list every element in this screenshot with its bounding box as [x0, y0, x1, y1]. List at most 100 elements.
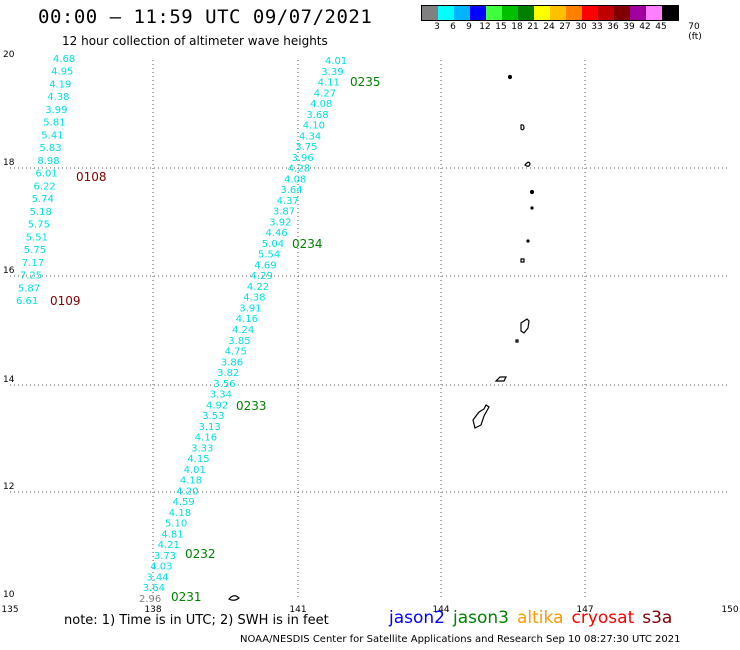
wave-height-label: 5.18 [30, 207, 52, 218]
legend-label: 33 [591, 22, 603, 32]
legend-label: 9 [466, 22, 472, 32]
legend-swatch [454, 6, 470, 20]
island [530, 206, 534, 210]
wave-height-label: 5.75 [28, 220, 50, 231]
legend-swatch [582, 6, 598, 20]
wave-height-label: 4.37 [277, 196, 299, 207]
legend-label: 30 [575, 22, 587, 32]
island [228, 595, 240, 601]
wave-height-label: 4.16 [236, 314, 258, 325]
wave-height-label: 3.39 [321, 67, 343, 78]
wave-height-label: 6.61 [16, 296, 38, 307]
island [526, 239, 530, 243]
lat-tick-label: 18 [3, 158, 15, 168]
legend-label: 6 [450, 22, 456, 32]
wave-height-label: 4.10 [303, 121, 325, 132]
legend-swatch [438, 6, 454, 20]
island [520, 124, 525, 131]
wave-height-label: 4.38 [243, 293, 265, 304]
legend-swatch [518, 6, 534, 20]
legend-label: 27 [559, 22, 571, 32]
island [515, 339, 519, 343]
wave-height-label: 4.68 [53, 54, 75, 65]
legend-label: 21 [527, 22, 539, 32]
legend-label: 36 [607, 22, 619, 32]
wave-height-label: 3.73 [154, 551, 176, 562]
wave-height-label: 6.22 [34, 181, 56, 192]
satellite-name: altika [517, 608, 564, 628]
legend-swatch [422, 6, 438, 20]
wave-height-label: 5.04 [262, 239, 284, 250]
wave-height-label: 4.08 [284, 174, 306, 185]
wave-height-label: 3.82 [217, 368, 239, 379]
legend-label: 39 [623, 22, 635, 32]
wave-height-label: 4.92 [206, 400, 228, 411]
wave-height-label: 4.24 [232, 325, 254, 336]
lat-tick-label: 10 [3, 590, 15, 600]
wave-height-label: 3.44 [146, 573, 168, 584]
wave-height-labels: 4.684.954.194.383.995.815.415.838.986.01… [16, 54, 347, 605]
map-grid [10, 60, 730, 600]
wave-height-label: 4.29 [251, 271, 273, 282]
pass-labels: 0108 0109 0235 0234 0233 0232 0231 [50, 75, 381, 604]
wave-height-label: 6.01 [36, 169, 58, 180]
wave-height-label: 4.75 [225, 347, 247, 358]
legend-label: 45 [655, 22, 667, 32]
wave-height-label: 4.01 [325, 56, 347, 67]
island [507, 74, 513, 80]
legend-label: 12 [479, 22, 491, 32]
wave-height-label: 3.68 [306, 110, 328, 121]
legend-swatch [662, 6, 678, 20]
wave-height-label: 3.34 [210, 390, 232, 401]
lat-tick-label: 16 [3, 266, 15, 276]
pass-label: 0233 [236, 399, 267, 413]
wave-height-label: 5.51 [26, 232, 48, 243]
wave-height-label: 8.98 [37, 156, 59, 167]
wave-height-label: 4.22 [247, 282, 269, 293]
wave-height-label: 3.56 [213, 379, 235, 390]
satellite-name: cryosat [571, 608, 635, 628]
lon-tick-label: 147 [576, 605, 593, 615]
wave-height-label: 4.20 [176, 486, 198, 497]
footer-credit: NOAA/NESDIS Center for Satellite Applica… [240, 634, 681, 645]
pass-label: 0109 [50, 294, 81, 308]
wave-height-label: 3.33 [191, 443, 213, 454]
island [524, 161, 531, 167]
wave-height-label: 4.16 [195, 433, 217, 444]
legend-swatch [598, 6, 614, 20]
lon-tick-label: 150 [721, 605, 738, 615]
wave-height-label: 5.83 [39, 143, 61, 154]
satellite-name: s3a [642, 608, 673, 628]
legend-swatch [646, 6, 662, 20]
wave-height-label: 3.99 [45, 105, 67, 116]
wave-height-label: 5.75 [24, 245, 46, 256]
wave-height-label: 3.91 [239, 304, 261, 315]
lon-tick-label: 135 [1, 605, 18, 615]
wave-height-label: 4.81 [161, 529, 183, 540]
wave-height-label: 4.01 [184, 465, 206, 476]
wave-height-label: 4.59 [173, 497, 195, 508]
wave-height-label: 4.19 [49, 80, 71, 91]
wave-height-label: 4.34 [299, 131, 321, 142]
wave-height-label: 4.69 [254, 260, 276, 271]
legend-swatch [486, 6, 502, 20]
lon-tick-label: 141 [289, 605, 306, 615]
wave-height-label: 3.64 [280, 185, 302, 196]
legend-swatches [421, 5, 679, 21]
legend-swatch [502, 6, 518, 20]
wave-height-label: 7.17 [22, 258, 44, 269]
island [494, 376, 507, 382]
wave-height-label: 4.95 [51, 67, 73, 78]
wave-height-label: 4.27 [314, 88, 336, 99]
wave-height-label: 4.21 [158, 540, 180, 551]
map-tick-labels: 135 138 141 144 147 150 10 12 14 16 18 20 [1, 50, 738, 615]
legend-swatch [534, 6, 550, 20]
footer-note: note: 1) Time is in UTC; 2) SWH is in fe… [64, 613, 329, 628]
wave-height-label: 5.41 [41, 130, 63, 141]
lat-tick-label: 12 [3, 482, 14, 492]
wave-height-label: 2.96 [139, 594, 161, 605]
wave-height-label: 3.13 [199, 422, 221, 433]
island [520, 258, 525, 263]
wave-height-label: 4.03 [150, 562, 172, 573]
